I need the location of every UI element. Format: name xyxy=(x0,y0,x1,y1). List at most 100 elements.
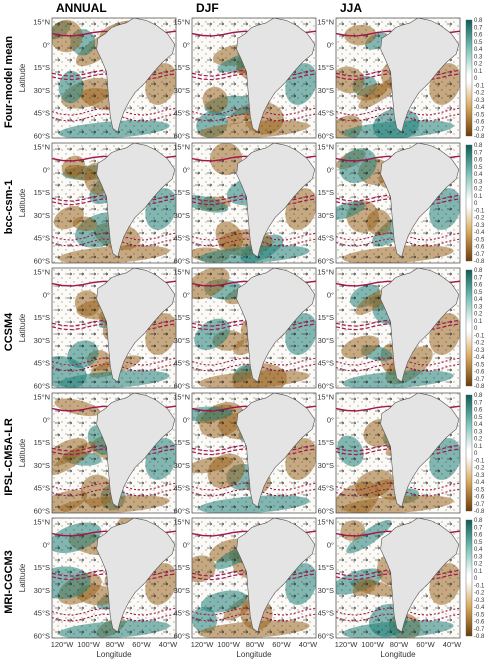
wind-vector xyxy=(423,594,429,598)
wind-vector xyxy=(375,493,381,497)
wind-vector xyxy=(447,130,453,134)
wind-vector xyxy=(163,272,169,276)
latitude-axis-label: Latitude xyxy=(18,438,27,467)
wind-vector xyxy=(55,82,61,86)
wind-vector xyxy=(231,469,237,473)
wind-vector xyxy=(55,433,61,437)
wind-vector xyxy=(79,570,85,574)
wind-vector xyxy=(139,481,145,485)
wind-vector xyxy=(375,522,381,526)
wind-vector xyxy=(219,380,225,384)
wind-vector xyxy=(127,380,133,384)
wind-vector xyxy=(375,147,381,151)
wind-vector xyxy=(231,296,237,300)
contour-line xyxy=(52,238,176,247)
longitude-tick-label: 120°W xyxy=(191,640,215,649)
wind-vector xyxy=(67,171,73,175)
latitude-tick-label: 15°N xyxy=(173,18,190,27)
latitude-tick-label: 0° xyxy=(183,540,190,549)
wind-vector xyxy=(67,308,73,312)
latitude-tick-label: 15°N xyxy=(317,18,334,27)
wind-vector xyxy=(375,22,381,26)
latitude-tick-label: 15°N xyxy=(33,143,50,152)
wind-vector xyxy=(91,243,97,247)
colorbar-tick-label: 0.8 xyxy=(474,18,483,24)
longitude-tick-label: 100°W xyxy=(217,640,241,649)
wind-vector xyxy=(219,546,225,550)
wind-vector xyxy=(231,421,237,425)
wind-vector xyxy=(231,243,237,247)
latitude-tick-label: 0° xyxy=(43,415,50,424)
wind-vector xyxy=(91,421,97,425)
colorbar: 0.80.70.60.50.40.30.20.10-0.1-0.2-0.3-0.… xyxy=(465,393,485,515)
wind-vector xyxy=(387,522,393,526)
wind-vector xyxy=(103,147,109,151)
colorbar-tick-label: -0.4 xyxy=(474,355,485,361)
wind-vector xyxy=(91,272,97,276)
wind-vector xyxy=(91,534,97,538)
wind-vector xyxy=(339,147,345,151)
latitude-tick-label: 60°S xyxy=(34,632,50,641)
wind-vector xyxy=(219,344,225,348)
map-panel-r0-c2: 15°N 0° 15°S 30°S 45°S 60°S xyxy=(317,18,461,141)
wind-vector xyxy=(231,433,237,437)
contour-line xyxy=(336,107,460,116)
latitude-axis-label: Latitude xyxy=(18,313,27,342)
wind-vector xyxy=(55,320,61,324)
colorbar-tick-label: 0.3 xyxy=(474,429,483,435)
colorbar-tick-label: 0 xyxy=(474,576,478,582)
wind-vector xyxy=(195,505,201,509)
colorbar-tick-label: -0.8 xyxy=(474,634,485,640)
wind-vector xyxy=(219,171,225,175)
wind-vector xyxy=(79,207,85,211)
wind-vector xyxy=(207,207,213,211)
wind-vector xyxy=(163,606,169,610)
wind-vector xyxy=(423,219,429,223)
contour-line xyxy=(336,607,460,616)
wind-vector xyxy=(231,46,237,50)
wind-vector xyxy=(195,171,201,175)
wind-vector xyxy=(231,106,237,110)
wind-vector xyxy=(243,522,249,526)
wind-vector xyxy=(103,630,109,634)
wind-vector xyxy=(375,243,381,247)
colorbar-tick-label: 0.4 xyxy=(474,172,483,178)
wind-vector xyxy=(435,481,441,485)
wind-vector xyxy=(55,570,61,574)
wind-vector xyxy=(231,493,237,497)
wind-vector xyxy=(291,82,297,86)
wind-vector xyxy=(79,505,85,509)
wind-vector xyxy=(207,70,213,74)
wind-vector xyxy=(207,380,213,384)
wind-vector xyxy=(303,457,309,461)
colorbar-tick-label: -0.6 xyxy=(474,620,485,626)
wind-vector xyxy=(279,255,285,259)
wind-vector xyxy=(207,493,213,497)
wind-vector xyxy=(79,397,85,401)
wind-vector xyxy=(363,433,369,437)
wind-vector xyxy=(127,481,133,485)
map-panel-r0-c0: 15°N 0° 15°S 30°S 45°S 60°S xyxy=(33,18,177,141)
wind-vector xyxy=(447,618,453,622)
colorbar-tick-label: -0.6 xyxy=(474,120,485,126)
wind-vector xyxy=(207,219,213,223)
wind-vector xyxy=(195,356,201,360)
wind-vector xyxy=(291,207,297,211)
wind-vector xyxy=(411,106,417,110)
wind-vector xyxy=(231,558,237,562)
wind-vector xyxy=(411,630,417,634)
wind-vector xyxy=(195,46,201,50)
wind-vector xyxy=(207,147,213,151)
wind-vector xyxy=(163,94,169,98)
wind-vector xyxy=(363,296,369,300)
panel-frame xyxy=(191,392,317,514)
colorbar-tick-label: -0.7 xyxy=(474,627,485,633)
latitude-tick-label: 15°S xyxy=(318,313,334,322)
contour-line xyxy=(336,357,460,366)
wind-vector xyxy=(339,356,345,360)
wind-vector xyxy=(127,106,133,110)
colorbar-tick-label: -0.8 xyxy=(474,384,485,390)
wind-vector xyxy=(55,469,61,473)
wind-vector xyxy=(435,630,441,634)
panel-frame xyxy=(335,517,461,639)
